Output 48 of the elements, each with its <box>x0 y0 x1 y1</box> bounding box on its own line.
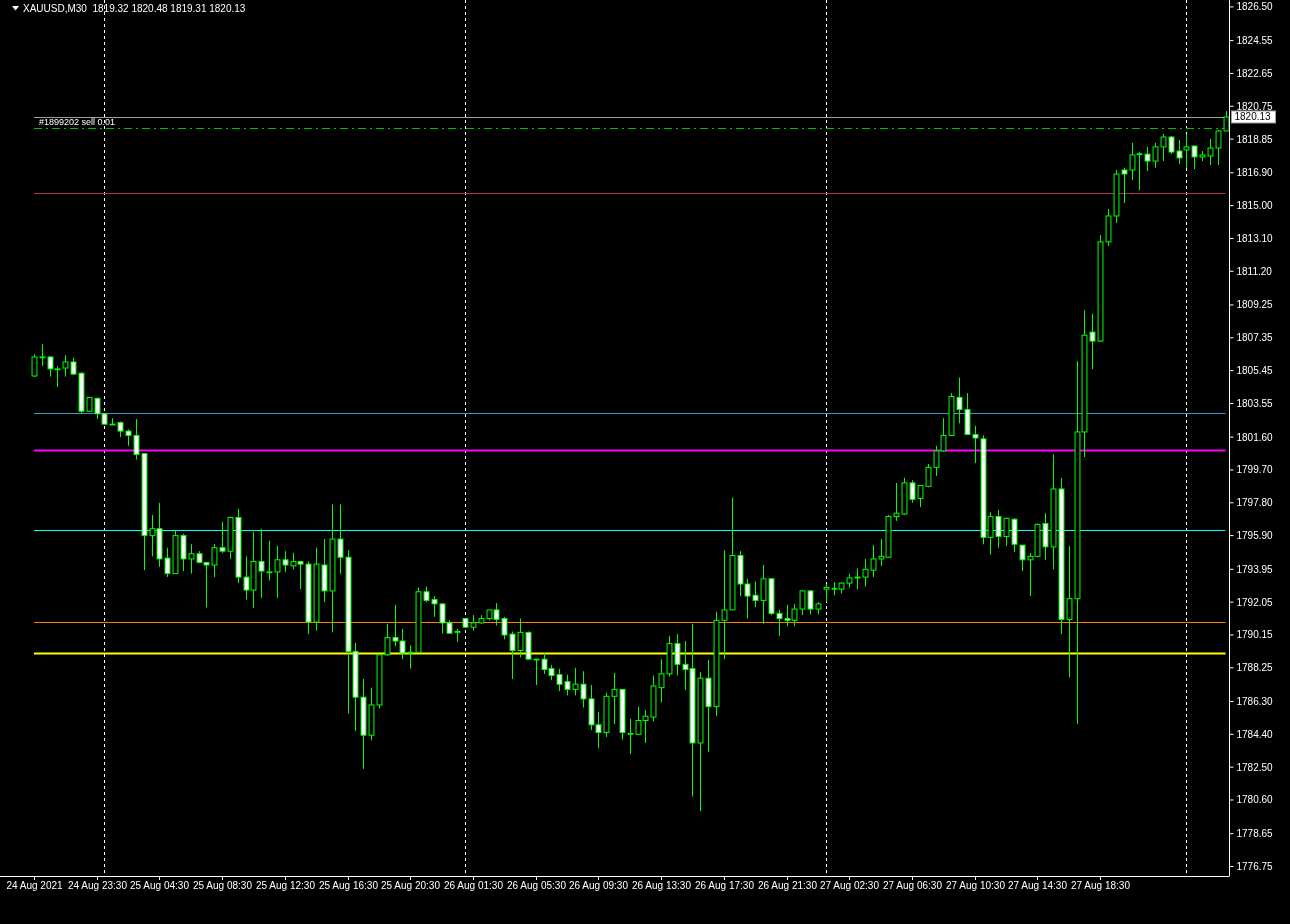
x-tick-label: 24 Aug 23:30 <box>68 880 128 891</box>
y-tick-label: 1803.55 <box>1236 397 1274 409</box>
x-tick-label: 26 Aug 21:30 <box>758 880 818 891</box>
x-tick-label: 27 Aug 14:30 <box>1008 880 1068 891</box>
y-tick-label: 1813.10 <box>1236 232 1274 244</box>
x-tick-label: 25 Aug 04:30 <box>130 880 190 891</box>
x-tick-label: 27 Aug 18:30 <box>1071 880 1131 891</box>
y-tick-label: 1795.90 <box>1236 530 1274 542</box>
chart-title: XAUUSD,M30 1819.32 1820.48 1819.31 1820.13 <box>23 2 246 14</box>
y-tick-label: 1824.55 <box>1236 35 1274 47</box>
y-tick-label: 1801.60 <box>1236 431 1274 443</box>
x-tick-label: 26 Aug 09:30 <box>569 880 629 891</box>
y-tick-label: 1807.35 <box>1236 332 1274 344</box>
y-tick-label: 1784.40 <box>1236 728 1274 740</box>
y-tick-label: 1816.90 <box>1236 167 1274 179</box>
x-tick-label: 27 Aug 06:30 <box>883 880 943 891</box>
y-tick-label: 1782.50 <box>1236 761 1274 773</box>
y-tick-label: 1786.30 <box>1236 695 1274 707</box>
x-tick-label: 27 Aug 02:30 <box>820 880 880 891</box>
y-tick-label: 1815.00 <box>1236 200 1274 212</box>
x-tick-label: 25 Aug 12:30 <box>256 880 316 891</box>
y-tick-label: 1799.70 <box>1236 464 1274 476</box>
y-tick-label: 1793.95 <box>1236 563 1274 575</box>
y-tick-label: 1776.75 <box>1236 861 1274 872</box>
x-tick-label: 26 Aug 01:30 <box>444 880 504 891</box>
x-tick-label: 26 Aug 17:30 <box>695 880 755 891</box>
y-tick-label: 1797.80 <box>1236 497 1274 509</box>
y-tick-label: 1805.45 <box>1236 365 1274 377</box>
x-tick-label: 26 Aug 13:30 <box>632 880 692 891</box>
y-tick-label: 1788.25 <box>1236 662 1274 674</box>
x-tick-label: 25 Aug 20:30 <box>381 880 441 891</box>
y-tick-label: 1822.65 <box>1236 67 1274 79</box>
y-tick-label: 1778.65 <box>1236 828 1274 840</box>
y-tick-label: 1811.20 <box>1236 265 1273 277</box>
x-tick-label: 26 Aug 05:30 <box>507 880 567 891</box>
ref-line-label: 1820.13 <box>1234 111 1272 123</box>
y-tick-label: 1790.15 <box>1236 629 1274 641</box>
x-tick-label: 25 Aug 08:30 <box>193 880 253 891</box>
x-tick-label: 25 Aug 16:30 <box>319 880 379 891</box>
ref-line-label: #1899202 sell 0.01 <box>39 117 116 128</box>
x-tick-label: 27 Aug 10:30 <box>946 880 1006 891</box>
y-tick-label: 1809.25 <box>1236 299 1274 311</box>
y-tick-label: 1826.50 <box>1236 1 1274 13</box>
y-tick-label: 1780.60 <box>1236 794 1274 806</box>
x-tick-label: 24 Aug 2021 <box>6 880 64 891</box>
y-tick-label: 1820.75 <box>1236 100 1274 112</box>
y-tick-label: 1818.85 <box>1236 133 1274 145</box>
y-tick-label: 1792.05 <box>1236 596 1274 608</box>
